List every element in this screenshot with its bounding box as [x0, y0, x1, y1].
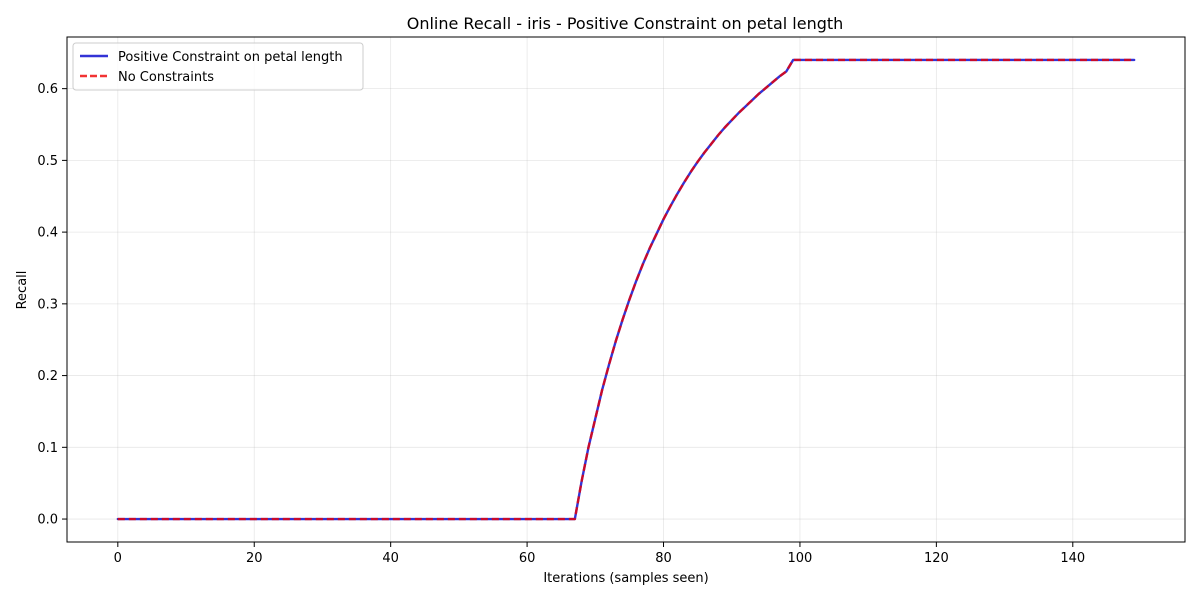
- x-tick-label: 80: [655, 551, 672, 566]
- x-tick-label: 0: [114, 551, 122, 566]
- legend: Positive Constraint on petal length No C…: [72, 42, 364, 91]
- y-tick-label: 0.3: [37, 297, 58, 312]
- x-tick-label: 20: [246, 551, 263, 566]
- series-lines: [116, 58, 1136, 521]
- chart-title: Online Recall - iris - Positive Constrai…: [407, 14, 844, 33]
- y-tick-label: 0.2: [37, 369, 58, 384]
- series-line-no-constraints: [117, 58, 1135, 521]
- y-tick-label: 0.4: [37, 226, 58, 241]
- y-tick-label: 0.0: [37, 513, 58, 528]
- y-tick-label: 0.1: [37, 441, 58, 456]
- x-tick-label: 120: [924, 551, 949, 566]
- axis-ticks: 0 20 40 60 80 100 120 140 0.0 0.1 0.2 0.3 0.4 0.5 0.6: [37, 82, 1085, 566]
- y-tick-label: 0.5: [37, 154, 58, 169]
- y-axis-label: Recall: [15, 271, 30, 310]
- legend-label-positive-constraint: Positive Constraint on petal length: [118, 50, 343, 65]
- legend-label-no-constraints: No Constraints: [118, 70, 214, 85]
- x-tick-label: 60: [519, 551, 536, 566]
- x-tick-label: 40: [382, 551, 399, 566]
- x-tick-label: 140: [1060, 551, 1085, 566]
- x-axis-label: Iterations (samples seen): [543, 571, 708, 586]
- legend-box: [72, 42, 364, 91]
- x-tick-label: 100: [788, 551, 813, 566]
- y-tick-label: 0.6: [37, 82, 58, 97]
- plot-frame: [66, 36, 1186, 543]
